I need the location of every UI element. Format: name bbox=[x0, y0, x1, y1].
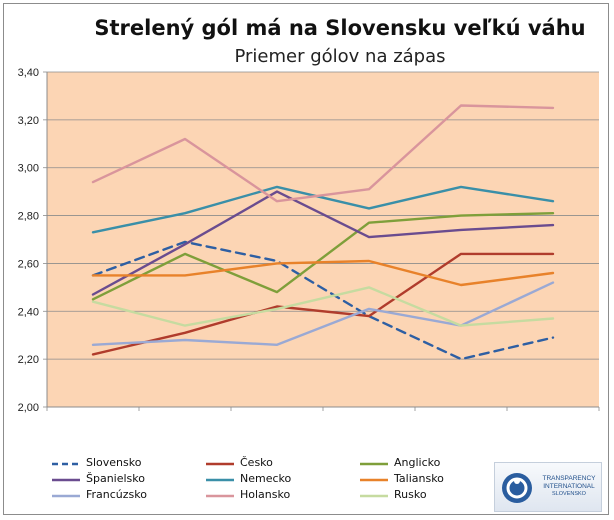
y-tick-label: 3,20 bbox=[18, 115, 39, 127]
legend-swatch bbox=[52, 462, 80, 466]
legend-swatch bbox=[52, 478, 80, 482]
chart-title: Strelený gól má na Slovensku veľkú váhu bbox=[94, 16, 586, 40]
y-tick-label: 3,00 bbox=[18, 163, 39, 175]
legend-label: Taliansko bbox=[394, 472, 444, 485]
legend-swatch bbox=[360, 478, 388, 482]
logo-icon bbox=[502, 473, 532, 503]
y-tick-label: 2,40 bbox=[18, 306, 39, 318]
legend-swatch bbox=[52, 494, 80, 498]
line-chart: 2,002,202,402,602,803,003,203,40 2006-20… bbox=[18, 67, 600, 414]
series-line-rusko bbox=[91, 286, 555, 327]
legend-label: Holansko bbox=[240, 488, 291, 501]
legend-label: Španielsko bbox=[86, 472, 145, 485]
plot-area bbox=[47, 72, 599, 407]
legend-swatch bbox=[360, 494, 388, 498]
axes bbox=[46, 72, 600, 411]
y-tick-label: 2,00 bbox=[18, 402, 39, 414]
legend-label: Česko bbox=[240, 456, 273, 469]
y-tick-labels: 2,00 2,20 2,40 2,60 2,80 3,00 3,20 3,40 bbox=[18, 67, 39, 414]
legend-label: Slovensko bbox=[86, 456, 142, 469]
logo-line-1: TRANSPARENCY bbox=[542, 475, 596, 482]
logo-line-3: SLOVENSKO bbox=[552, 491, 586, 497]
y-tick-label: 3,40 bbox=[18, 67, 39, 79]
y-tick-label: 2,60 bbox=[18, 258, 39, 270]
legend-swatch bbox=[206, 478, 234, 482]
legend-label: Anglicko bbox=[394, 456, 441, 469]
series-line-nemecko bbox=[91, 185, 555, 234]
series-line-slovensko bbox=[91, 240, 555, 361]
series-line-francúzsko bbox=[91, 281, 555, 346]
series-line-taliansko bbox=[91, 259, 555, 287]
legend-swatch bbox=[206, 494, 234, 498]
series-line-holansko bbox=[91, 104, 555, 203]
legend-label: Nemecko bbox=[240, 472, 292, 485]
y-tick-label: 2,80 bbox=[18, 211, 39, 223]
legend-label: Francúzsko bbox=[86, 488, 147, 501]
y-tick-label: 2,20 bbox=[18, 354, 39, 366]
legend-label: Rusko bbox=[394, 488, 427, 501]
legend-swatch bbox=[360, 462, 388, 466]
legend-swatch bbox=[206, 462, 234, 466]
series-line-česko bbox=[91, 252, 555, 356]
logo-line-2: INTERNATIONAL bbox=[543, 483, 595, 490]
series-line-španielsko bbox=[91, 190, 555, 296]
series-line-anglicko bbox=[91, 211, 555, 301]
series-lines bbox=[91, 104, 555, 361]
transparency-international-logo: TRANSPARENCY INTERNATIONAL SLOVENSKO bbox=[494, 462, 602, 512]
chart-subtitle: Priemer gólov na zápas bbox=[234, 46, 446, 67]
